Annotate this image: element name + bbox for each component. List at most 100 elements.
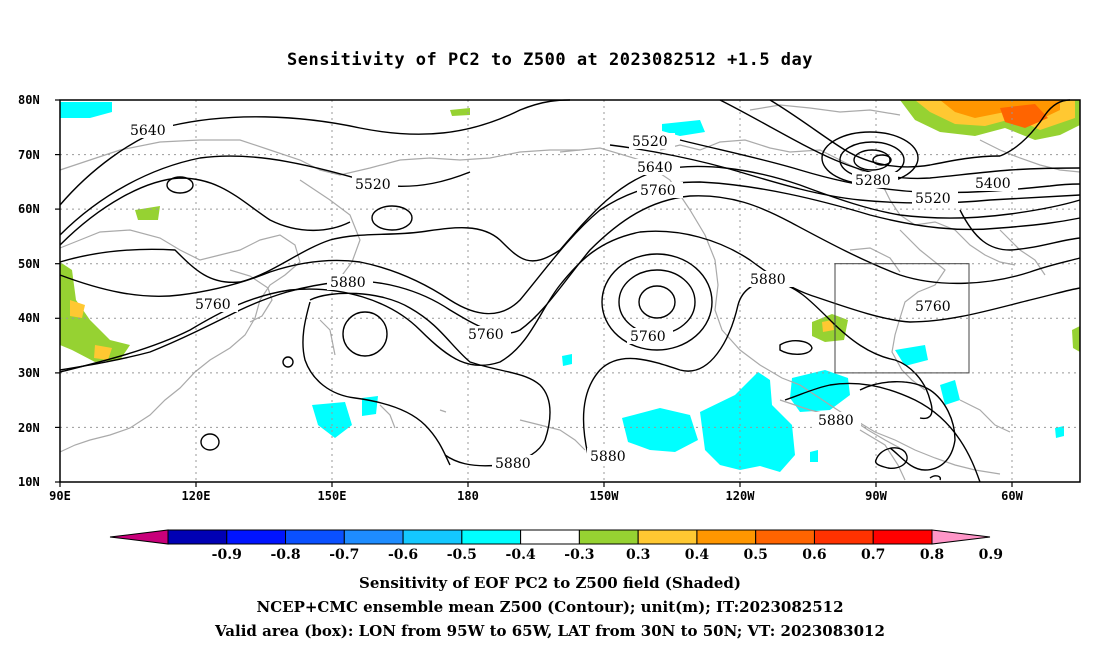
lon-tick-label: 120E — [182, 489, 211, 503]
lat-tick-label: 40N — [18, 311, 40, 325]
colorbar-swatch — [578, 529, 639, 545]
contour-line — [371, 205, 413, 231]
colorbar-swatch — [637, 529, 698, 545]
contour-line — [719, 99, 1081, 180]
contour-label: 5520 — [355, 177, 391, 193]
contour-line — [999, 99, 1071, 157]
lat-tick-label: 20N — [18, 421, 40, 435]
contour-line — [859, 381, 956, 471]
contour-label: 5760 — [468, 327, 504, 343]
graticule — [60, 100, 1080, 482]
colorbar-swatch — [285, 529, 345, 545]
axis-ticks — [55, 99, 1013, 487]
caption-line-2: NCEP+CMC ensemble mean Z500 (Contour); u… — [256, 598, 844, 616]
shade-green-mid — [450, 108, 470, 116]
shade-green-sea — [135, 206, 160, 220]
colorbar-label: 0.9 — [979, 547, 1003, 563]
contour-label: 5880 — [330, 275, 366, 291]
colorbar-label: -0.8 — [270, 547, 300, 563]
colorbar-swatch — [402, 529, 463, 545]
contour-label: 5760 — [630, 329, 666, 345]
contour-line — [59, 155, 471, 236]
lon-tick-label: 120W — [726, 489, 756, 503]
sensitivity-shading — [60, 100, 1080, 472]
colorbar — [109, 529, 991, 545]
shade-cyan-florida — [895, 345, 928, 366]
lon-tick-label: 150E — [318, 489, 347, 503]
map-background — [60, 100, 1080, 482]
contour-line — [302, 301, 451, 466]
shade-cyan-northwest — [60, 102, 112, 118]
shade-green-asia — [60, 262, 130, 362]
colorbar-label: -0.4 — [506, 547, 536, 563]
colorbar-right-triangle — [931, 529, 991, 545]
contour-line — [638, 285, 676, 319]
contour-line — [872, 154, 892, 166]
colorbar-labels: -0.9 -0.8 -0.7 -0.6 -0.5 -0.4 -0.3 0.3 0.4 0.5 0.6… — [212, 547, 1003, 563]
contour-label: 5760 — [915, 299, 951, 315]
lat-tick-label: 30N — [18, 366, 40, 380]
colorbar-label: -0.6 — [388, 547, 418, 563]
contour-line — [679, 139, 1081, 194]
contour-line — [200, 433, 220, 451]
shade-cyan-arctic — [662, 120, 705, 136]
shade-cyan-caribbean — [790, 370, 850, 412]
contour-label: 5880 — [750, 272, 786, 288]
lat-tick-label: 80N — [18, 93, 40, 107]
lon-tick-label: 90E — [49, 489, 71, 503]
longitude-labels: 90E 120E 150E 180 150W 120W 90W 60W — [49, 489, 1023, 503]
shade-cyan-tropics1 — [622, 408, 698, 452]
contour-label: 5640 — [637, 160, 673, 176]
shade-yellow-atlantic — [822, 320, 834, 332]
contour-line — [769, 99, 1001, 168]
lon-tick-label: 90W — [865, 489, 887, 503]
contour-line — [59, 195, 1081, 371]
lon-tick-label: 60W — [1001, 489, 1023, 503]
colorbar-swatch — [226, 529, 287, 545]
contour-line — [959, 209, 1081, 251]
contour-line — [59, 230, 1081, 373]
shade-cyan-tropics2 — [700, 372, 795, 472]
contour-line — [779, 340, 813, 355]
shade-cyan-mid — [810, 450, 818, 462]
contour-label: 5640 — [130, 123, 166, 139]
colorbar-label: -0.3 — [564, 547, 594, 563]
colorbar-label: 0.6 — [802, 547, 826, 563]
contour-line — [582, 281, 896, 456]
lon-tick-label: 180 — [457, 489, 479, 503]
map-frame — [59, 99, 1081, 483]
contour-line — [59, 181, 1081, 315]
chart-title: Sensitivity of PC2 to Z500 at 2023082512… — [286, 50, 813, 70]
contour-label: 5760 — [640, 183, 676, 199]
contour-labels: 5640 5520 5520 5640 5760 5280 5400 5520 … — [127, 122, 1018, 472]
contour-line — [784, 382, 981, 483]
contour-line — [282, 356, 294, 368]
colorbar-swatch — [461, 529, 522, 545]
z500-contours — [59, 99, 1081, 483]
contour-line — [342, 311, 388, 357]
colorbar-swatch — [520, 529, 580, 545]
shade-cyan-small — [562, 354, 572, 366]
shade-red-greenland — [1000, 104, 1048, 128]
caption-line-3: Valid area (box): LON from 95W to 65W, L… — [215, 622, 885, 640]
colorbar-left-triangle — [109, 529, 169, 545]
contour-label: 5880 — [590, 449, 626, 465]
contour-label: 5520 — [915, 191, 951, 207]
contour-label: 5880 — [495, 456, 531, 472]
colorbar-swatch — [755, 529, 815, 545]
colorbar-swatch — [696, 529, 757, 545]
colorbar-label: 0.8 — [920, 547, 944, 563]
contour-line — [894, 359, 933, 420]
lat-tick-label: 10N — [18, 475, 40, 489]
contour-line — [59, 165, 1081, 284]
contour-label: 5400 — [975, 176, 1011, 192]
contour-label: 5760 — [195, 297, 231, 313]
shade-cyan-small2 — [1055, 426, 1064, 438]
colorbar-label: 0.5 — [744, 547, 768, 563]
latitude-labels: 80N 70N 60N 50N 40N 30N 20N 10N — [18, 93, 40, 489]
colorbar-label: 0.4 — [685, 547, 710, 563]
colorbar-swatch — [872, 529, 933, 545]
lat-tick-label: 70N — [18, 148, 40, 162]
lat-tick-label: 50N — [18, 257, 40, 271]
